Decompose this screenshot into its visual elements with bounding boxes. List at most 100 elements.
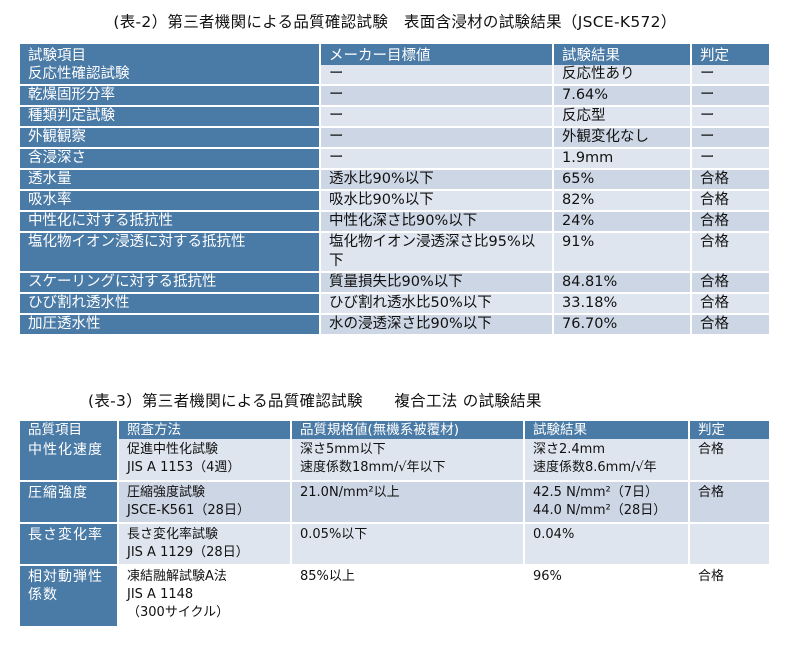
method-line: 長さ変化率試験	[127, 527, 219, 542]
row-judge: 合格	[691, 232, 771, 273]
row-target: 塩化物イオン浸透深さ比95%以下	[320, 232, 554, 273]
row-item: 中性化速度	[20, 439, 119, 482]
row-judge: ー	[691, 148, 771, 170]
method-line: JIS A 1148	[127, 587, 194, 602]
header-quality-item: 品質項目	[20, 421, 119, 439]
result-line: 深さ2.4mm	[533, 442, 606, 457]
table-row: スケーリングに対する抵抗性 質量損失比90%以下 84.81% 合格	[20, 272, 771, 294]
row-target: 透水比90%以下	[320, 169, 554, 191]
row-item: ひび割れ透水性	[20, 293, 321, 315]
row-result: 91%	[553, 232, 692, 273]
result-line: 42.5 N/mm²（7日）	[533, 485, 658, 500]
row-result: 反応型	[553, 106, 692, 128]
row-item: 相対動弾性係数	[20, 565, 119, 628]
row-result: 外観変化なし	[553, 127, 692, 149]
table1-caption: (表-2）第三者機関による品質確認試験 表面含浸材の試験結果（JSCE-K572…	[113, 13, 677, 31]
row-spec: 21.0N/mm²以上	[291, 481, 525, 524]
header-test-result: 試験結果	[524, 421, 690, 439]
table-row: 中性化速度 促進中性化試験 JIS A 1153（4週） 深さ5mm以下 速度係…	[20, 439, 771, 482]
header-judgement: 判定	[691, 44, 771, 65]
header-test-item: 試験項目	[20, 44, 321, 65]
row-method: 凍結融解試験A法 JIS A 1148 （300サイクル）	[118, 565, 292, 628]
header-test-result: 試験結果	[553, 44, 692, 65]
row-result: 1.9mm	[553, 148, 692, 170]
table-row: 塩化物イオン浸透に対する抵抗性 塩化物イオン浸透深さ比95%以下 91% 合格	[20, 232, 771, 273]
row-item: 種類判定試験	[20, 106, 321, 128]
row-result: 7.64%	[553, 85, 692, 107]
row-item: 加圧透水性	[20, 314, 321, 336]
spec-line: 85%以上	[300, 569, 355, 584]
row-result: 96%	[524, 565, 690, 628]
row-target: ー	[320, 106, 554, 128]
row-judge: 合格	[691, 293, 771, 315]
composite-method-results-table: 品質項目 照査方法 品質規格値(無機系被覆材) 試験結果 判定 中性化速度 促進…	[20, 421, 771, 628]
table-row: 種類判定試験 ー 反応型 ー	[20, 106, 771, 128]
row-target: ひび割れ透水比50%以下	[320, 293, 554, 315]
method-line: 圧縮強度試験	[127, 485, 206, 500]
row-target: ー	[320, 127, 554, 149]
row-item: 圧縮強度	[20, 481, 119, 524]
method-line: JSCE-K561（28日）	[127, 503, 250, 518]
row-spec: 深さ5mm以下 速度係数18mm/√年以下	[291, 439, 525, 482]
table-row: 中性化に対する抵抗性 中性化深さ比90%以下 24% 合格	[20, 211, 771, 233]
header-quality-spec: 品質規格値(無機系被覆材)	[291, 421, 525, 439]
row-judge: 合格	[689, 439, 771, 482]
row-target: ー	[320, 148, 554, 170]
table-row: 相対動弾性係数 凍結融解試験A法 JIS A 1148 （300サイクル） 85…	[20, 565, 771, 628]
row-judge	[689, 523, 771, 566]
spec-line: 速度係数18mm/√年以下	[300, 460, 446, 475]
row-judge: ー	[691, 85, 771, 107]
spec-line: 0.05%以下	[300, 527, 368, 542]
row-target: 吸水比90%以下	[320, 190, 554, 212]
method-line: 凍結融解試験A法	[127, 569, 227, 584]
table-row: 長さ変化率 長さ変化率試験 JIS A 1129（28日） 0.05%以下 0.…	[20, 523, 771, 566]
row-target: 中性化深さ比90%以下	[320, 211, 554, 233]
table2-caption: (表-3）第三者機関による品質確認試験 複合工法 の試験結果	[88, 392, 542, 410]
row-item: 含浸深さ	[20, 148, 321, 170]
header-maker-target: メーカー目標値	[320, 44, 554, 65]
row-judge: ー	[691, 127, 771, 149]
row-result: 33.18%	[553, 293, 692, 315]
result-line: 96%	[533, 569, 562, 584]
table-row: 吸水率 吸水比90%以下 82% 合格	[20, 190, 771, 212]
row-item: 中性化に対する抵抗性	[20, 211, 321, 233]
row-judge: 合格	[689, 565, 771, 628]
row-judge: 合格	[689, 481, 771, 524]
row-item: 長さ変化率	[20, 523, 119, 566]
table-row: ひび割れ透水性 ひび割れ透水比50%以下 33.18% 合格	[20, 293, 771, 315]
row-judge: ー	[691, 106, 771, 128]
method-line: 促進中性化試験	[127, 442, 219, 457]
row-item: 吸水率	[20, 190, 321, 212]
row-result: 0.04%	[524, 523, 690, 566]
spec-line: 深さ5mm以下	[300, 442, 386, 457]
table-row: 含浸深さ ー 1.9mm ー	[20, 148, 771, 170]
table-row: 反応性確認試験 ー 反応性あり ー	[20, 65, 771, 86]
surface-impregnation-results-table: 試験項目 メーカー目標値 試験結果 判定 反応性確認試験 ー 反応性あり ー 乾…	[20, 44, 771, 336]
row-target: 水の浸透深さ比90%以下	[320, 314, 554, 336]
row-method: 長さ変化率試験 JIS A 1129（28日）	[118, 523, 292, 566]
table-row: 透水量 透水比90%以下 65% 合格	[20, 169, 771, 191]
row-judge: 合格	[691, 314, 771, 336]
method-line: JIS A 1129（28日）	[127, 545, 249, 560]
row-result: 24%	[553, 211, 692, 233]
row-target: ー	[320, 85, 554, 107]
row-result: 84.81%	[553, 272, 692, 294]
row-result: 反応性あり	[553, 65, 692, 86]
result-line: 速度係数8.6mm/√年	[533, 460, 657, 475]
result-line: 44.0 N/mm²（28日）	[533, 503, 667, 518]
row-spec: 0.05%以下	[291, 523, 525, 566]
row-result: 42.5 N/mm²（7日） 44.0 N/mm²（28日）	[524, 481, 690, 524]
row-item: 外観観察	[20, 127, 321, 149]
row-method: 圧縮強度試験 JSCE-K561（28日）	[118, 481, 292, 524]
row-method: 促進中性化試験 JIS A 1153（4週）	[118, 439, 292, 482]
row-result: 65%	[553, 169, 692, 191]
spec-line: 21.0N/mm²以上	[300, 485, 400, 500]
row-item: 塩化物イオン浸透に対する抵抗性	[20, 232, 321, 273]
row-item: 反応性確認試験	[20, 65, 321, 86]
method-line: JIS A 1153（4週）	[127, 460, 241, 475]
table-row: 外観観察 ー 外観変化なし ー	[20, 127, 771, 149]
result-line: 0.04%	[533, 527, 575, 542]
row-judge: 合格	[691, 211, 771, 233]
table2-header-row: 品質項目 照査方法 品質規格値(無機系被覆材) 試験結果 判定	[20, 421, 771, 439]
row-judge: 合格	[691, 272, 771, 294]
